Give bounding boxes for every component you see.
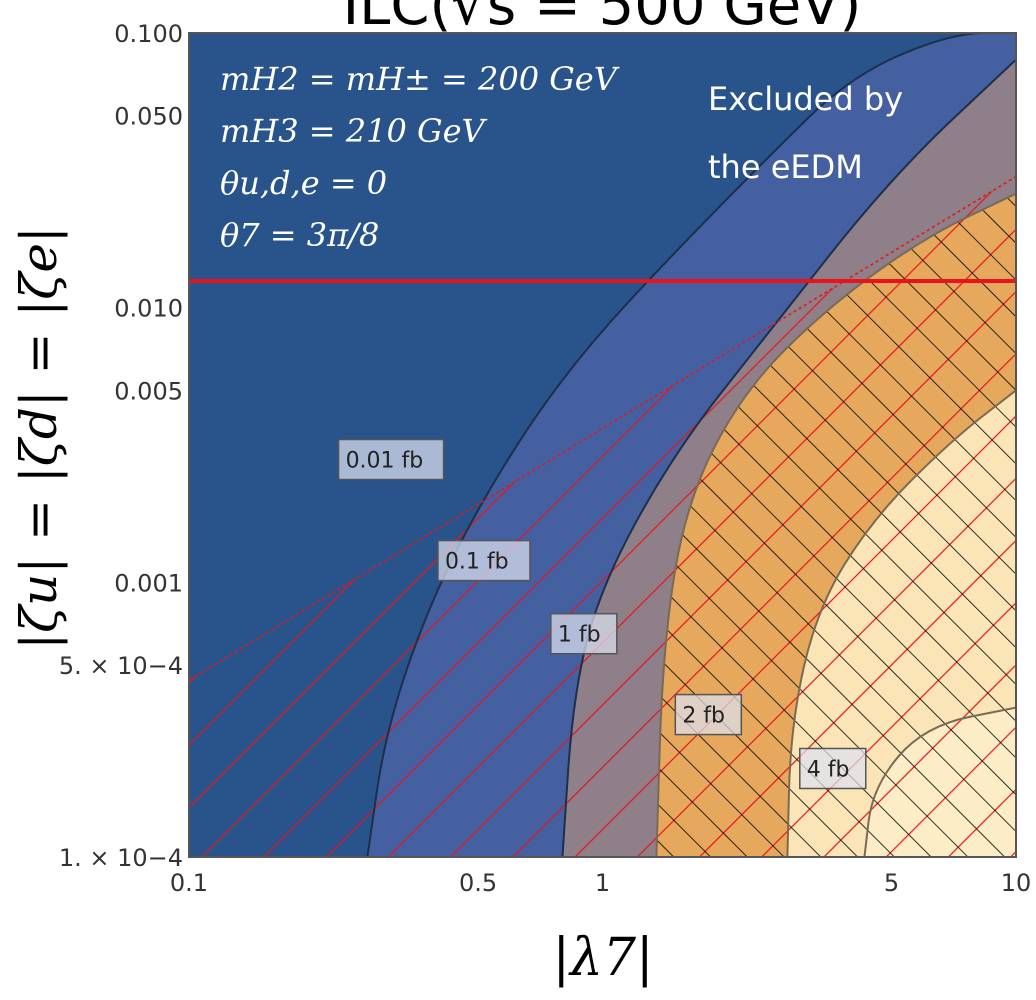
contour-label: 2 fb bbox=[674, 693, 743, 736]
contour-line bbox=[863, 706, 1016, 857]
x-axis-label: |λ7| bbox=[552, 928, 653, 988]
y-axis-label: |ζu| = |ζd| = |ζe| bbox=[10, 226, 68, 650]
x-tick-label: 10 bbox=[1001, 869, 1032, 897]
contour-label: 0.1 fb bbox=[437, 539, 531, 582]
contour-label: 1 fb bbox=[550, 612, 618, 655]
x-tick-label: 0.1 bbox=[170, 869, 208, 897]
contour-label: 0.01 fb bbox=[337, 438, 445, 481]
contour-label: 4 fb bbox=[799, 747, 867, 790]
contour-line bbox=[655, 192, 1016, 857]
y-tick-label: 0.005 bbox=[114, 377, 183, 405]
chart-title: ILC(√s = 500 GeV) bbox=[343, 0, 862, 38]
x-tick-label: 1 bbox=[595, 869, 610, 897]
x-tick-label: 0.5 bbox=[459, 869, 497, 897]
y-tick-label: 0.050 bbox=[114, 103, 183, 131]
param-theta7: θ7 = 3π/8 bbox=[220, 216, 379, 254]
y-tick-label: 0.100 bbox=[114, 20, 183, 48]
y-tick-label: 5. × 10−4 bbox=[59, 652, 183, 680]
contour-line bbox=[786, 389, 1016, 857]
contour-line bbox=[561, 58, 1016, 857]
param-mh3: mH3 = 210 GeV bbox=[220, 112, 488, 150]
svg-text:1 fb: 1 fb bbox=[558, 623, 601, 648]
svg-text:4 fb: 4 fb bbox=[807, 757, 850, 782]
eedm-diagonal-boundary bbox=[189, 175, 1016, 681]
excluded-label-line2: the eEDM bbox=[708, 148, 863, 186]
svg-text:0.1 fb: 0.1 fb bbox=[445, 550, 509, 575]
x-tick-label: 5 bbox=[884, 869, 899, 897]
contour-line bbox=[366, 33, 1016, 857]
excluded-label-line1: Excluded by bbox=[708, 80, 903, 118]
svg-text:0.01 fb: 0.01 fb bbox=[346, 449, 424, 474]
svg-text:2 fb: 2 fb bbox=[682, 704, 725, 729]
plot-frame bbox=[188, 32, 1017, 858]
y-tick-label: 0.001 bbox=[114, 569, 183, 597]
param-masses: mH2 = mH± = 200 GeV bbox=[220, 60, 620, 98]
y-tick-label: 1. × 10−4 bbox=[59, 844, 183, 872]
y-tick-label: 0.010 bbox=[114, 295, 183, 323]
black-hatch-region bbox=[656, 193, 1016, 857]
param-theta-ude: θu,d,e = 0 bbox=[220, 164, 387, 202]
